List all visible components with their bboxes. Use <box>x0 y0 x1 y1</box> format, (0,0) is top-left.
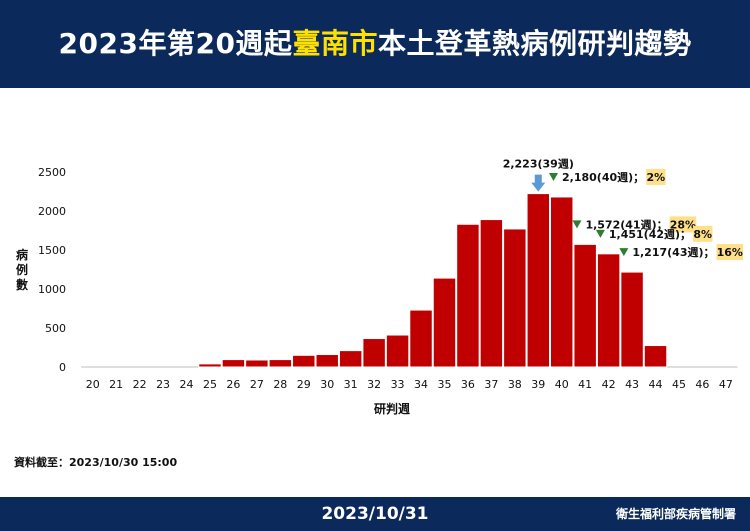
bar-week-44 <box>643 345 668 368</box>
bar-week-25 <box>198 363 222 368</box>
pct-change-box <box>716 244 744 261</box>
x-axis-label: 研判週 <box>374 402 411 416</box>
bar-week-35 <box>432 277 457 368</box>
x-tick-label: 28 <box>273 378 287 391</box>
x-tick-label: 20 <box>86 378 100 391</box>
bar-week-36 <box>456 223 480 368</box>
x-tick-label: 44 <box>649 378 663 391</box>
x-tick-label: 43 <box>625 378 639 391</box>
x-tick-label: 46 <box>695 378 709 391</box>
bar-week-26 <box>221 359 246 368</box>
y-tick-label: 0 <box>59 361 66 374</box>
footer-org: 衛生福利部疾病管制署 <box>615 507 736 521</box>
x-tick-label: 37 <box>484 378 498 391</box>
y-tick-label: 500 <box>45 322 66 335</box>
x-tick-label: 34 <box>414 378 428 391</box>
y-axis-label-char: 例 <box>15 263 28 277</box>
bar-week-30 <box>315 354 339 368</box>
bar-week-33 <box>385 334 410 368</box>
bar-week-28 <box>268 359 293 368</box>
x-tick-label: 26 <box>226 378 240 391</box>
annotation-label: 2,180(40週)； <box>562 170 644 184</box>
x-tick-label: 40 <box>555 378 569 391</box>
pct-change-label: 28% <box>670 218 696 231</box>
x-tick-label: 24 <box>180 378 194 391</box>
title-prefix: 2023年第20週起 <box>58 27 293 60</box>
title-highlight-city: 臺南市 <box>292 27 378 60</box>
y-tick-label: 2000 <box>38 205 66 218</box>
x-tick-label: 32 <box>367 378 381 391</box>
page-title: 2023年第20週起臺南市本土登革熱病例研判趨勢 <box>0 0 750 88</box>
y-tick-label: 2500 <box>38 166 66 179</box>
y-tick-label: 1500 <box>38 244 66 257</box>
x-tick-label: 35 <box>437 378 451 391</box>
bar-week-34 <box>409 309 433 368</box>
bar-week-27 <box>245 359 269 368</box>
x-tick-label: 41 <box>578 378 592 391</box>
y-axis-label-char: 數 <box>15 278 28 292</box>
chart-area: 0 500 1000 1500 2000 2500 20 21 22 23 24 25 26 27 28 29… <box>38 157 744 391</box>
bar-week-29 <box>292 354 316 368</box>
down-triangle-icon <box>619 248 629 257</box>
annotation-label: 2,223(39週) <box>503 157 574 171</box>
bar-week-38 <box>503 228 527 368</box>
y-axis-label: 病例數 <box>14 248 30 293</box>
pct-change-label: 2% <box>647 171 666 184</box>
bar-week-43 <box>620 271 644 368</box>
x-tick-label: 22 <box>133 378 147 391</box>
footer-bar: 2023/10/31 衛生福利部疾病管制署 <box>0 497 750 531</box>
x-tick-label: 47 <box>719 378 733 391</box>
bar-week-32 <box>362 338 386 368</box>
x-tick-label: 29 <box>297 378 311 391</box>
x-tick-label: 45 <box>672 378 686 391</box>
x-tick-label: 21 <box>109 378 123 391</box>
x-tick-label: 36 <box>461 378 475 391</box>
x-tick-label: 30 <box>320 378 334 391</box>
header-bar <box>0 0 750 88</box>
bar-week-40 <box>550 196 574 368</box>
footer-date: 2023/10/31 <box>321 504 429 524</box>
annotation-label: 1,572(41週)； <box>585 217 667 231</box>
annotation-label: 1,217(43週)； <box>632 245 714 259</box>
down-triangle-icon <box>549 172 558 181</box>
peak-arrow-icon <box>531 174 546 192</box>
pct-change-label: 8% <box>693 228 712 241</box>
pct-change-box <box>646 168 666 185</box>
bar-week-31 <box>338 350 363 368</box>
bar-week-39 <box>526 193 550 368</box>
pct-change-box <box>693 225 713 242</box>
x-tick-label: 42 <box>602 378 616 391</box>
y-axis-label-char: 病 <box>15 248 28 262</box>
bar-week-42 <box>596 253 621 368</box>
title-suffix: 本土登革熱病例研判趨勢 <box>377 27 692 60</box>
x-tick-label: 31 <box>344 378 358 391</box>
bar-week-37 <box>479 219 504 368</box>
pct-change-label: 16% <box>717 246 743 259</box>
x-tick-label: 25 <box>203 378 217 391</box>
down-triangle-icon <box>595 229 605 238</box>
x-tick-label: 33 <box>391 378 405 391</box>
bar-week-41 <box>573 243 597 368</box>
x-tick-label: 39 <box>531 378 545 391</box>
source-note: 資料截至：2023/10/30 15:00 <box>14 456 178 469</box>
annotation-label: 1,451(42週)； <box>609 227 691 241</box>
x-tick-label: 23 <box>156 378 170 391</box>
y-tick-label: 1000 <box>38 283 66 296</box>
x-tick-label: 38 <box>508 378 522 391</box>
x-tick-label: 27 <box>250 378 264 391</box>
down-triangle-icon <box>572 220 582 229</box>
pct-change-box <box>669 216 697 233</box>
